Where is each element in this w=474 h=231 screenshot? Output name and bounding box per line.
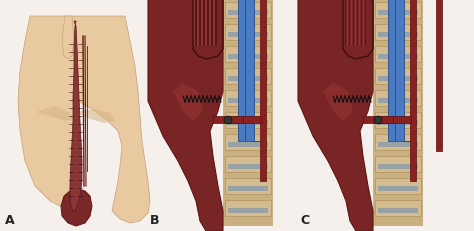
Polygon shape (347, 0, 348, 47)
Polygon shape (359, 0, 361, 47)
Polygon shape (375, 69, 421, 85)
Polygon shape (225, 25, 271, 41)
Polygon shape (388, 0, 395, 141)
Polygon shape (18, 17, 150, 223)
Polygon shape (70, 22, 82, 211)
Polygon shape (62, 17, 74, 60)
Polygon shape (378, 186, 418, 191)
Polygon shape (228, 121, 268, 125)
Polygon shape (343, 0, 345, 47)
Polygon shape (211, 0, 212, 47)
Polygon shape (436, 0, 442, 151)
Polygon shape (193, 0, 194, 47)
Polygon shape (225, 112, 271, 128)
Polygon shape (228, 55, 268, 60)
Polygon shape (349, 0, 350, 47)
Polygon shape (378, 121, 418, 125)
Polygon shape (410, 0, 416, 181)
Polygon shape (323, 84, 353, 122)
Polygon shape (357, 0, 358, 47)
Polygon shape (375, 112, 421, 128)
Circle shape (374, 116, 382, 125)
Polygon shape (173, 84, 203, 122)
Polygon shape (228, 186, 268, 191)
Polygon shape (228, 77, 268, 82)
Polygon shape (375, 25, 421, 41)
Polygon shape (375, 156, 421, 172)
Polygon shape (351, 0, 353, 47)
Polygon shape (375, 178, 421, 194)
Polygon shape (225, 156, 271, 172)
Polygon shape (378, 77, 418, 82)
Polygon shape (38, 106, 75, 122)
Polygon shape (378, 99, 418, 103)
Polygon shape (375, 134, 421, 150)
Polygon shape (395, 0, 411, 141)
Polygon shape (345, 0, 346, 47)
Polygon shape (225, 91, 271, 106)
Polygon shape (78, 109, 115, 123)
Polygon shape (228, 11, 268, 16)
Polygon shape (378, 11, 418, 16)
Polygon shape (375, 47, 421, 63)
Text: A: A (5, 213, 15, 226)
Polygon shape (225, 200, 271, 216)
Polygon shape (375, 200, 421, 216)
Text: B: B (150, 213, 159, 226)
Polygon shape (373, 0, 423, 226)
Polygon shape (375, 3, 421, 19)
Polygon shape (225, 3, 271, 19)
Polygon shape (201, 0, 202, 47)
Polygon shape (378, 55, 418, 60)
Polygon shape (375, 91, 421, 106)
Polygon shape (199, 0, 201, 47)
Polygon shape (376, 116, 411, 123)
Polygon shape (355, 0, 356, 47)
Polygon shape (203, 0, 204, 47)
Polygon shape (228, 142, 268, 147)
Polygon shape (197, 0, 199, 47)
Polygon shape (238, 0, 245, 141)
Polygon shape (148, 0, 223, 231)
Polygon shape (213, 116, 243, 123)
Polygon shape (378, 208, 418, 213)
Polygon shape (225, 178, 271, 194)
Polygon shape (378, 142, 418, 147)
Polygon shape (228, 164, 268, 169)
Polygon shape (245, 0, 261, 141)
Polygon shape (213, 0, 215, 47)
Polygon shape (228, 208, 268, 213)
Polygon shape (353, 0, 355, 47)
Polygon shape (205, 0, 207, 47)
Polygon shape (363, 0, 365, 47)
Polygon shape (215, 0, 217, 47)
Text: C: C (300, 213, 309, 226)
Polygon shape (228, 99, 268, 103)
Polygon shape (361, 0, 363, 47)
Polygon shape (223, 0, 273, 226)
Circle shape (224, 116, 232, 125)
Polygon shape (207, 0, 209, 47)
Polygon shape (209, 0, 210, 47)
Polygon shape (363, 116, 393, 123)
Polygon shape (378, 164, 418, 169)
Polygon shape (225, 134, 271, 150)
Polygon shape (195, 0, 197, 47)
Polygon shape (225, 69, 271, 85)
Polygon shape (225, 47, 271, 63)
Polygon shape (378, 33, 418, 38)
Polygon shape (260, 0, 266, 181)
Polygon shape (228, 33, 268, 38)
Polygon shape (298, 0, 373, 231)
Polygon shape (226, 116, 261, 123)
Polygon shape (365, 0, 366, 47)
Polygon shape (61, 189, 92, 226)
